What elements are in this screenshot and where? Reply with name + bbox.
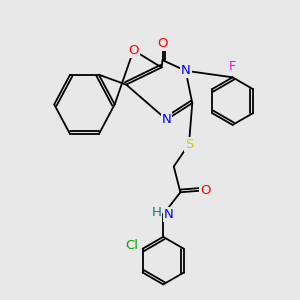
Text: F: F — [229, 60, 236, 73]
Text: S: S — [185, 138, 193, 151]
Text: N: N — [162, 113, 171, 126]
Text: N: N — [164, 208, 173, 221]
Text: N: N — [181, 64, 190, 77]
Text: Cl: Cl — [125, 239, 138, 252]
Text: H: H — [152, 206, 162, 219]
Text: O: O — [200, 184, 211, 197]
Text: O: O — [128, 44, 139, 57]
Text: O: O — [157, 37, 168, 50]
